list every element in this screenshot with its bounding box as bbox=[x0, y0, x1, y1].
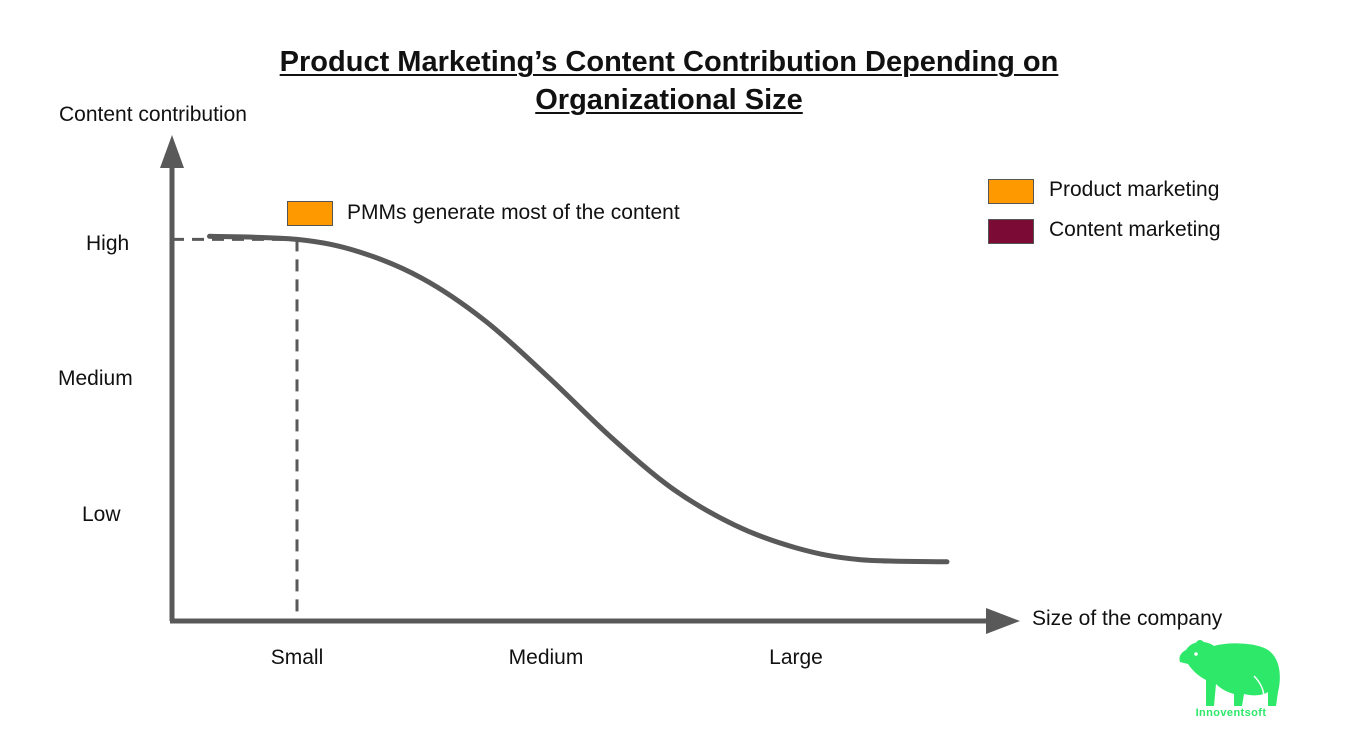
series-layer bbox=[207, 233, 950, 565]
y-tick-label-medium: Medium bbox=[58, 367, 133, 390]
chart-title-line-2: Organizational Size bbox=[535, 84, 803, 116]
x-tick-label-large: Large bbox=[769, 646, 823, 669]
axes bbox=[160, 135, 1020, 634]
y-axis-label: Content contribution bbox=[59, 103, 247, 126]
bear-logo-icon bbox=[1179, 640, 1280, 706]
y-tick-label-high: High bbox=[86, 232, 130, 255]
x-tick-label-medium: Medium bbox=[508, 646, 584, 669]
logo-text: Innoventsoft bbox=[1195, 707, 1267, 719]
x-axis-arrowhead bbox=[986, 608, 1020, 634]
y-tick-label-low: Low bbox=[82, 503, 121, 526]
legend-label-content-marketing: Content marketing bbox=[1049, 218, 1221, 241]
legend-swatch-product-marketing bbox=[988, 179, 1034, 204]
y-axis-arrowhead bbox=[160, 135, 184, 168]
legend-swatch-content-marketing bbox=[988, 219, 1034, 244]
reference-guides bbox=[172, 237, 299, 619]
x-tick-label-small: Small bbox=[270, 646, 324, 669]
chart-title-line-1: Product Marketing’s Content Contribution… bbox=[279, 46, 1059, 78]
annotation-text: PMMs generate most of the content bbox=[347, 201, 680, 224]
legend-label-product-marketing: Product marketing bbox=[1049, 178, 1220, 201]
series-line-content-contribution bbox=[207, 233, 950, 565]
annotation-swatch bbox=[287, 201, 333, 226]
x-axis-label: Size of the company bbox=[1032, 607, 1223, 630]
